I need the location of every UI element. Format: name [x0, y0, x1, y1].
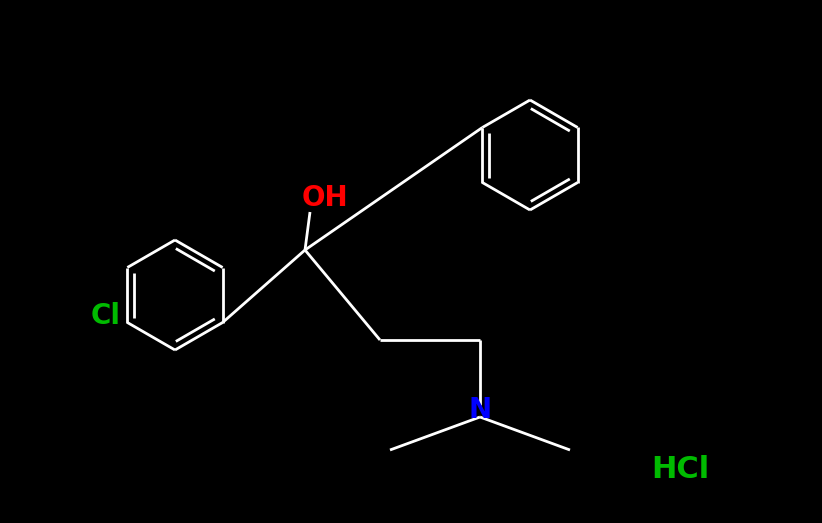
Text: N: N [469, 396, 492, 424]
Text: Cl: Cl [90, 302, 120, 331]
Text: HCl: HCl [651, 456, 709, 484]
Text: OH: OH [302, 184, 349, 212]
